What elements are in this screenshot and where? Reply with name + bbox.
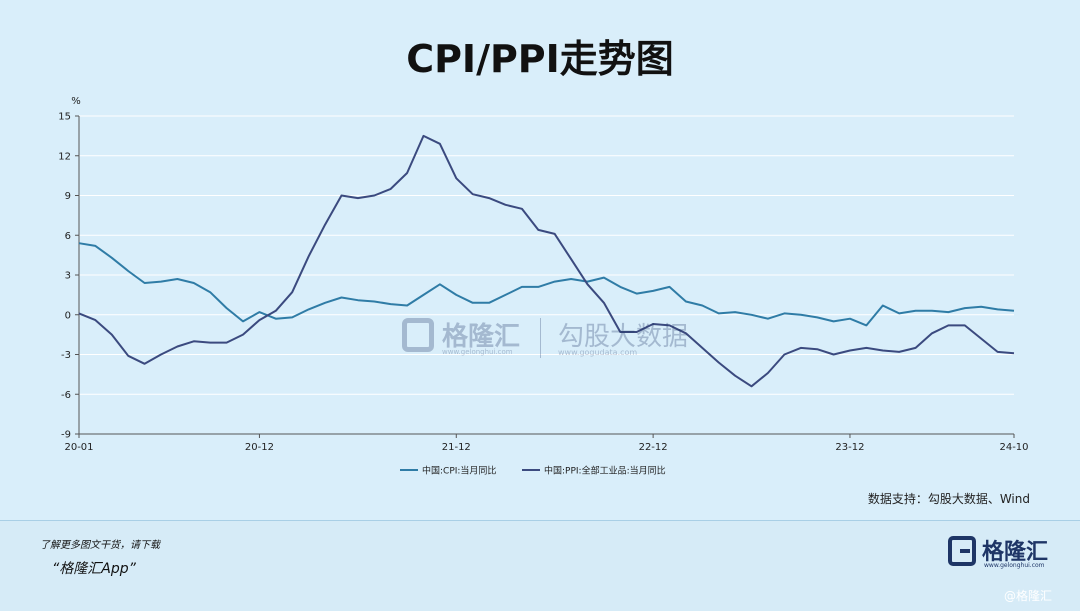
x-tick-label: 21-12 [442,442,471,453]
y-tick-label: 0 [65,310,71,321]
data-source-note: 数据支持：勾股大数据、Wind [867,492,1030,506]
x-tick-label: 20-12 [245,442,274,453]
watermark-separator [540,318,541,358]
promo-app-name: “格隆汇App” [52,561,136,577]
watermark-brand-name: 格隆汇 [442,322,521,352]
brand-g-icon [948,536,976,566]
y-tick-label: 12 [58,151,71,162]
corner-watermark: @格隆汇 [1004,589,1053,603]
y-axis-unit-label: % [71,96,81,107]
y-tick-label: 15 [58,112,71,123]
y-tick-label: 9 [65,191,71,202]
x-tick-label: 24-10 [999,442,1028,453]
watermark-partner-name: 勾股大数据 [558,322,689,352]
axes [75,115,1015,438]
legend-label: 中国:CPI:当月同比 [422,465,496,477]
brand-url: www.gelonghui.com [984,562,1045,569]
series-line-ppi [78,134,1015,388]
line-chart: 15 12 9 6 3 0 -3 -6 -920-01 20-12 21-12 22-12 23-12 2… [58,96,1028,477]
brand-name: 格隆汇 [982,540,1049,565]
watermark-partner-url: www.gogudata.com [558,348,638,357]
series-lines [78,134,1015,388]
watermark: 格隆汇 www.gelonghui.com 勾股大数据 www.gogudata… [402,314,702,364]
series-line-cpi [78,242,1015,327]
y-tick-label: 6 [65,231,71,242]
watermark-logo-icon [402,318,434,352]
x-tick-label: 20-01 [64,442,93,453]
footer [0,520,1080,611]
footer-divider [0,520,1080,521]
chart-title: CPI/PPI走势图 [406,37,674,81]
brand-logo[interactable]: 格隆汇 www.gelonghui.com [948,534,1048,574]
y-tick-label: -9 [61,430,71,441]
y-tick-label: -3 [61,350,71,361]
watermark-brand-url: www.gelonghui.com [442,348,513,356]
y-tick-label: -6 [61,390,71,401]
grid-lines [79,115,1014,395]
x-tick-label: 23-12 [835,442,864,453]
y-tick-label: 3 [65,271,71,282]
legend: 中国:CPI:当月同比 中国:PPI:全部工业品:当月同比 [400,465,666,477]
x-tick-label: 22-12 [639,442,668,453]
tick-labels: 15 12 9 6 3 0 -3 -6 -920-01 20-12 21-12 22-12 23-12 2… [58,112,1028,454]
promo-text: 了解更多图文干货，请下载 [40,540,160,551]
legend-label: 中国:PPI:全部工业品:当月同比 [544,465,666,477]
